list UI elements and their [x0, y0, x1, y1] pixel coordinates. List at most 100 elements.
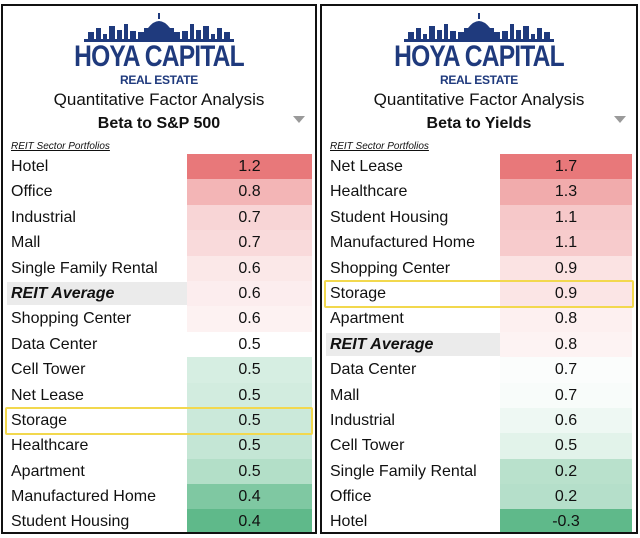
panel-heading: Quantitative Factor Analysis	[373, 90, 585, 109]
beta-value-cell: 0.8	[187, 179, 312, 205]
sector-name: Single Family Rental	[330, 462, 477, 480]
beta-yields-panel: HOYA CAPITAL REAL ESTATE Quantitative Fact…	[320, 4, 638, 534]
beta-sp500-panel: HOYA CAPITAL REAL ESTATE Quantitative Fact…	[1, 4, 317, 534]
beta-value-cell: 0.6	[187, 255, 312, 281]
sector-name: Manufactured Home	[11, 488, 156, 506]
table-row: 0.5 Storage	[3, 407, 315, 434]
table-row: 0.8 Apartment	[322, 306, 636, 332]
beta-value-cell: 0.5	[187, 331, 312, 358]
table-row: 0.7 Mall	[3, 230, 315, 256]
metric-title: Beta to S&P 500	[97, 115, 221, 132]
sector-name: Net Lease	[11, 386, 84, 404]
beta-value-cell: 0.5	[187, 407, 312, 434]
beta-value-cell: 0.5	[187, 433, 312, 459]
table-row: 0.8 Office	[3, 179, 315, 205]
beta-value-cell: 0.8	[500, 331, 632, 358]
beta-value-cell: 0.6	[187, 280, 312, 307]
sector-name: Industrial	[11, 208, 76, 226]
table-row: 0.4 Student Housing	[3, 509, 315, 532]
dropdown-triangle-icon[interactable]	[614, 116, 626, 123]
table-row: 0.6 Shopping Center	[3, 306, 315, 332]
table-row: 0.7 Industrial	[3, 204, 315, 231]
table-row: 0.2 Single Family Rental	[322, 458, 636, 485]
table-row: 1.1 Manufactured Home	[322, 230, 636, 256]
table-row: 0.2 Office	[322, 484, 636, 510]
table-row: 0.9 Storage	[322, 280, 636, 307]
average-label-background	[326, 332, 500, 357]
beta-value-cell: 1.7	[500, 154, 632, 180]
sector-name: Healthcare	[330, 183, 408, 201]
sector-name: Single Family Rental	[11, 259, 158, 277]
dropdown-triangle-icon[interactable]	[293, 116, 305, 123]
table-row: -0.3 Hotel	[322, 509, 636, 532]
beta-value-cell: 0.7	[187, 230, 312, 256]
sector-name: Student Housing	[11, 513, 130, 531]
sector-name: Cell Tower	[330, 437, 405, 455]
beta-value-cell: 0.6	[500, 407, 632, 434]
sector-name: Office	[11, 183, 53, 201]
beta-value-cell: 0.5	[187, 357, 312, 383]
beta-value-cell: 0.9	[500, 280, 632, 307]
table-row: 1.1 Student Housing	[322, 204, 636, 231]
metric-title: Beta to Yields	[426, 115, 532, 132]
sector-name: Net Lease	[330, 158, 403, 175]
table-row: 0.5 Cell Tower	[3, 357, 315, 383]
beta-value-cell: 0.4	[187, 484, 312, 510]
table-caption: REIT Sector Portfolios	[11, 141, 110, 152]
reit-average-row: 0.8 REIT Average	[322, 331, 636, 358]
sector-name: Manufactured Home	[330, 234, 475, 252]
beta-value-cell: 0.2	[500, 458, 632, 485]
table-row: 0.5 Cell Tower	[322, 433, 636, 459]
table-row: 1.7 Net Lease	[322, 154, 636, 180]
sector-table: 1.7 Net Lease 1.3 Healthcare 1.1 Student Hous…	[322, 154, 636, 532]
beta-value-cell: 1.2	[187, 154, 312, 180]
capitol-skyline-icon	[404, 13, 554, 42]
sector-name: Student Housing	[330, 208, 449, 226]
sector-name: Storage	[330, 284, 387, 302]
beta-value-cell: 1.3	[500, 179, 632, 205]
table-row: 0.9 Shopping Center	[322, 255, 636, 281]
sector-name: Industrial	[330, 411, 395, 429]
beta-value-cell: -0.3	[500, 509, 632, 532]
sector-name: Shopping Center	[11, 310, 132, 328]
table-row: 1.3 Healthcare	[322, 179, 636, 205]
sector-name: REIT Average	[11, 284, 115, 302]
sector-name: Office	[330, 488, 372, 506]
sector-name: Data Center	[11, 335, 98, 353]
sector-name: Mall	[11, 234, 41, 252]
beta-value-cell: 0.2	[500, 484, 632, 510]
beta-value-cell: 0.5	[500, 433, 632, 459]
hoya-capital-logo: HOYA CAPITAL REAL ESTATE	[3, 12, 315, 90]
capitol-skyline-icon	[84, 13, 234, 42]
table-row: 0.7 Data Center	[322, 357, 636, 383]
sector-name: Hotel	[330, 513, 368, 531]
hoya-capital-logo: HOYA CAPITAL REAL ESTATE	[322, 12, 636, 90]
beta-value-cell: 0.5	[187, 458, 312, 485]
table-row: 0.4 Manufactured Home	[3, 484, 315, 510]
beta-value-cell: 0.4	[187, 509, 312, 532]
logo-tagline: REAL ESTATE	[439, 73, 519, 87]
beta-value-cell: 0.5	[187, 382, 312, 408]
table-row: 0.7 Mall	[322, 382, 636, 408]
logo-wordmark: HOYA CAPITAL	[74, 40, 244, 73]
sector-name: Mall	[330, 386, 360, 404]
sector-name: Storage	[11, 411, 68, 429]
sector-name: REIT Average	[330, 335, 434, 353]
table-row: 1.2 Hotel	[3, 154, 315, 180]
table-row: 0.6 Single Family Rental	[3, 255, 315, 281]
beta-value-cell: 0.8	[500, 306, 632, 332]
table-row: 0.5 Apartment	[3, 458, 315, 485]
beta-value-cell: 0.7	[500, 357, 632, 383]
sector-name: Cell Tower	[11, 361, 86, 379]
logo-wordmark: HOYA CAPITAL	[394, 40, 564, 73]
beta-value-cell: 1.1	[500, 204, 632, 231]
sector-name: Apartment	[11, 462, 85, 480]
table-row: 0.5 Net Lease	[3, 382, 315, 408]
beta-value-cell: 0.7	[500, 382, 632, 408]
average-label-background	[7, 281, 187, 306]
sector-name: Hotel	[11, 158, 49, 175]
table-row: 0.5 Data Center	[3, 331, 315, 358]
sector-name: Healthcare	[11, 437, 89, 455]
sector-table: 1.2 Hotel 0.8 Office 0.7 Industrial 0.7 Mall 0.6…	[3, 154, 315, 532]
table-row: 0.6 Industrial	[322, 407, 636, 434]
